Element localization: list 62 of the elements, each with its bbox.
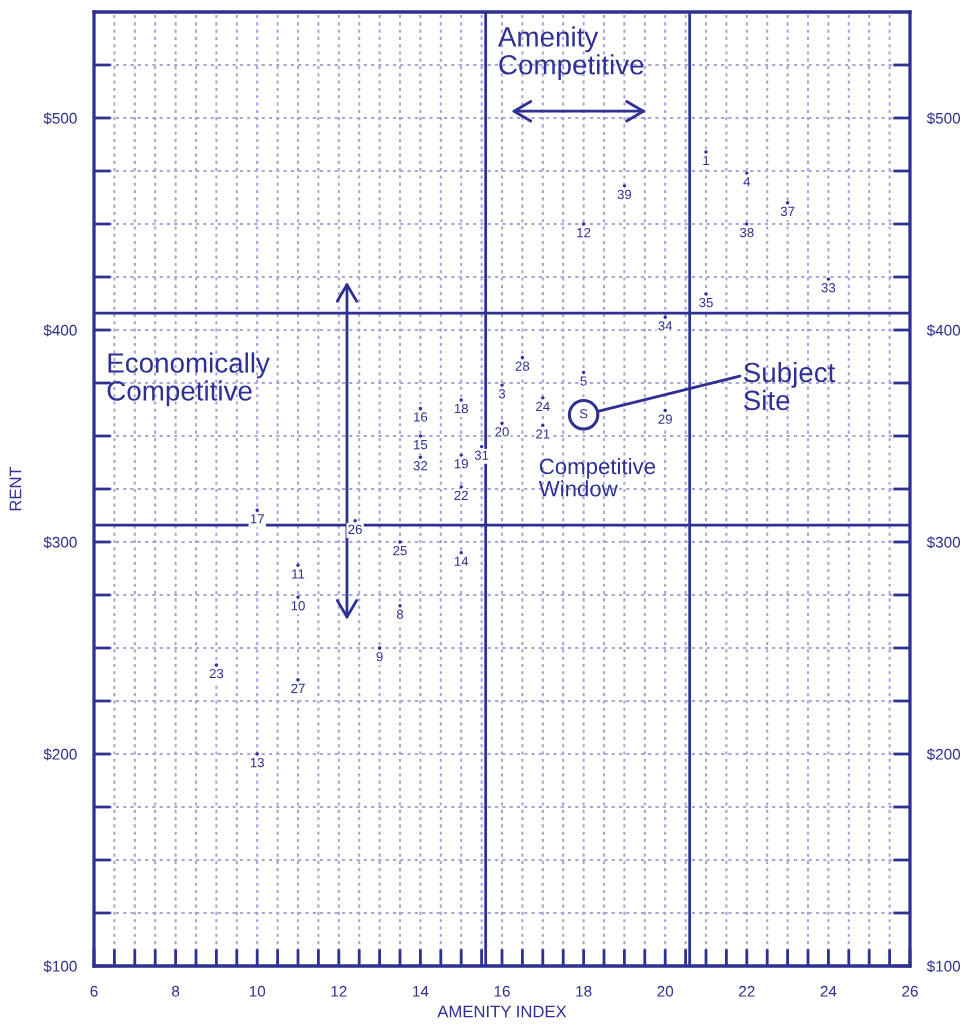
- annotation: 9: [376, 651, 383, 662]
- annotation: 29: [658, 414, 672, 424]
- annotation: Economically Competitive: [107, 352, 270, 407]
- annotation: 17: [250, 514, 264, 524]
- annotation: 12: [577, 227, 591, 238]
- y-tick-label: $200: [43, 748, 77, 761]
- annotation: 21: [536, 429, 550, 439]
- y2-tick-label: $400: [926, 324, 961, 337]
- x-axis-title: AMENITY INDEX: [437, 1005, 567, 1018]
- annotation: 19: [454, 459, 468, 469]
- annotation: 8: [396, 609, 404, 619]
- annotation: 33: [821, 283, 836, 293]
- annotation: 14: [454, 556, 469, 566]
- annotation: 13: [250, 757, 264, 768]
- x-tick-label: 22: [739, 985, 755, 997]
- annotation: 11: [292, 569, 305, 579]
- y2-tick-label: $500: [926, 112, 961, 125]
- y-axis-title: RENT: [9, 466, 22, 511]
- annotation: 3: [498, 389, 506, 399]
- annotation: 38: [739, 227, 754, 238]
- x-tick-label: 26: [902, 985, 918, 997]
- annotation: 28: [515, 361, 530, 371]
- annotation: S: [579, 409, 588, 419]
- annotation: 4: [743, 177, 751, 187]
- x-tick-label: 16: [494, 985, 510, 997]
- y-tick-label: $400: [43, 324, 77, 337]
- annotation: 24: [536, 401, 550, 411]
- y2-tick-label: $200: [926, 748, 961, 761]
- annotation: 31: [474, 450, 489, 460]
- x-tick-label: 24: [820, 985, 837, 997]
- annotation: Amenity Competitive: [497, 26, 644, 81]
- annotation: 34: [658, 321, 673, 331]
- y2-tick-label: $300: [926, 536, 961, 549]
- x-tick-label: 12: [331, 985, 347, 997]
- annotation: 27: [291, 683, 305, 693]
- annotation: 18: [454, 403, 468, 414]
- x-tick-label: 6: [90, 985, 98, 997]
- y2-tick-label: $100: [926, 960, 961, 973]
- annotation: 39: [617, 189, 632, 200]
- y-tick-label: $500: [43, 112, 77, 125]
- x-tick-label: 10: [249, 985, 266, 997]
- annotation: 16: [414, 412, 428, 422]
- annotation: 37: [780, 206, 795, 217]
- annotation: 20: [495, 427, 509, 437]
- annotation: 15: [414, 440, 428, 450]
- annotation: 26: [348, 524, 362, 535]
- x-tick-label: 14: [413, 986, 429, 997]
- annotation: 5: [580, 376, 587, 386]
- annotation: 35: [699, 297, 713, 308]
- annotation: 23: [209, 668, 224, 679]
- annotation: Subject Site: [743, 361, 836, 411]
- x-tick-label: 18: [576, 985, 592, 997]
- annotation: 25: [393, 545, 407, 556]
- x-tick-label: 8: [172, 985, 180, 997]
- y-tick-label: $300: [43, 536, 77, 549]
- annotation: 10: [291, 601, 305, 611]
- annotation: 32: [413, 461, 428, 471]
- y-tick-label: $100: [43, 960, 77, 973]
- annotation: 1: [703, 155, 710, 166]
- annotation: 22: [454, 490, 468, 501]
- x-tick-label: 20: [657, 985, 674, 997]
- annotation: Competitive Window: [538, 457, 656, 497]
